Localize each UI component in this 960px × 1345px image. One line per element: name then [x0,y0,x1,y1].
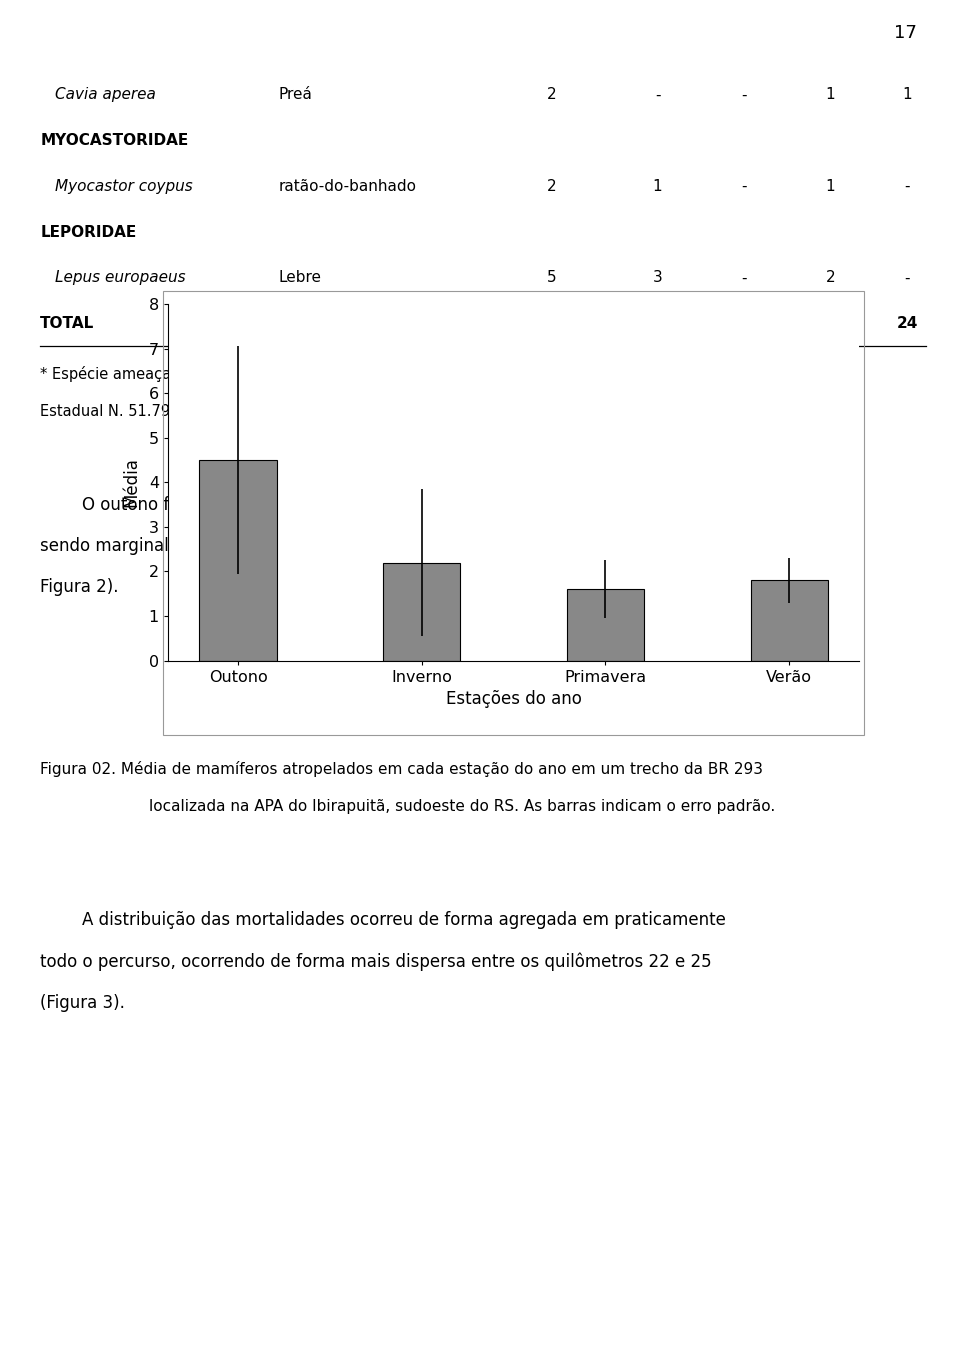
Text: -: - [741,270,747,285]
Text: Figura 02. Média de mamíferos atropelados em cada estação do ano em um trecho da: Figura 02. Média de mamíferos atropelado… [40,761,763,777]
Text: -: - [741,179,747,194]
Text: LEPORIDAE: LEPORIDAE [40,225,136,239]
Text: -: - [741,87,747,102]
Text: 24: 24 [897,316,918,331]
Text: 139: 139 [536,316,568,331]
Bar [567,589,644,660]
Text: 2: 2 [547,179,557,194]
Y-axis label: Média: Média [122,457,140,507]
Text: 2: 2 [547,87,557,102]
Text: Lebre: Lebre [278,270,322,285]
Text: 1: 1 [826,179,835,194]
Bar [751,580,828,660]
Text: -: - [904,270,910,285]
Text: Lepus europaeus: Lepus europaeus [55,270,185,285]
Text: TOTAL: TOTAL [40,316,95,331]
Text: 29: 29 [733,316,755,331]
Text: -: - [904,179,910,194]
Text: Myocastor coypus: Myocastor coypus [55,179,192,194]
Text: 1: 1 [826,87,835,102]
Text: Estadual N. 51.797 Rio Grande do Sul (2014); MMA(2014).: Estadual N. 51.797 Rio Grande do Sul (20… [40,404,468,418]
Text: 1: 1 [902,87,912,102]
Text: Figura 2).: Figura 2). [40,578,119,596]
Text: O outono foi a estação com maior número de animais atropelados (n= 66),: O outono foi a estação com maior número … [82,495,707,514]
Text: * Espécie ameaçada de extinção categoria “Vulnerável” na lista Estadual e Nacion: * Espécie ameaçada de extinção categoria… [40,366,726,382]
Bar [383,562,460,660]
Text: 17: 17 [894,24,917,42]
Text: 1: 1 [653,179,662,194]
Text: 2: 2 [826,270,835,285]
Bar [200,460,276,660]
Text: localizada na APA do Ibirapuitã, sudoeste do RS. As barras indicam o erro padrão: localizada na APA do Ibirapuitã, sudoest… [149,799,775,814]
Text: Cavia aperea: Cavia aperea [55,87,156,102]
Text: Preá: Preá [278,87,312,102]
Text: ratão-do-banhado: ratão-do-banhado [278,179,417,194]
Text: 3: 3 [653,270,662,285]
Text: 5: 5 [547,270,557,285]
Text: MYOCASTORIDAE: MYOCASTORIDAE [40,133,188,148]
Text: -: - [655,87,660,102]
Text: A distribuição das mortalidades ocorreu de forma agregada em praticamente: A distribuição das mortalidades ocorreu … [82,911,726,928]
Text: (Figura 3).: (Figura 3). [40,994,125,1011]
Text: Estações do ano: Estações do ano [445,690,582,707]
Text: todo o percurso, ocorrendo de forma mais dispersa entre os quilômetros 22 e 25: todo o percurso, ocorrendo de forma mais… [40,952,712,971]
Text: sendo marginalmente significativa em relação às demais (ANOVA F= 0,70; p= 0,55,: sendo marginalmente significativa em rel… [40,537,739,555]
Text: 66: 66 [647,316,668,331]
Text: 20: 20 [820,316,841,331]
